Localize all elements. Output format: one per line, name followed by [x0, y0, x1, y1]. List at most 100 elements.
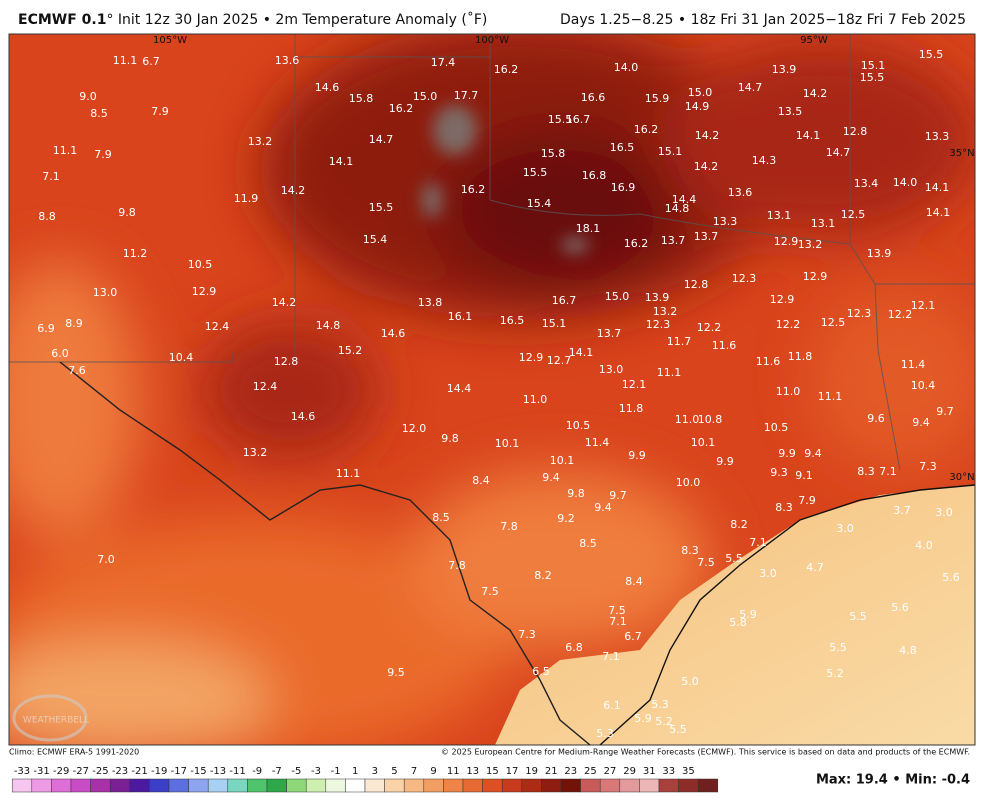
anomaly-value: 13.9: [867, 247, 892, 260]
colorbar-tick-label: 27: [604, 766, 617, 777]
colorbar-tick-label: 5: [391, 766, 397, 777]
masked-terrain: [422, 105, 589, 253]
anomaly-value: 14.9: [685, 100, 710, 113]
colorbar-swatch: [325, 778, 346, 793]
grid-label: 105°W: [153, 35, 187, 46]
anomaly-value: 17.4: [431, 56, 456, 69]
anomaly-value: 15.4: [527, 197, 552, 210]
anomaly-value: 6.5: [532, 665, 550, 678]
anomaly-value: 7.5: [608, 604, 626, 617]
colorbar-swatch: [619, 778, 640, 793]
colorbar-swatch: [305, 778, 327, 793]
anomaly-value: 12.8: [684, 278, 709, 291]
copyright: © 2025 European Centre for Medium-Range …: [441, 748, 970, 757]
colorbar-tick-label: 1: [352, 766, 358, 777]
colorbar-tick-label: -5: [291, 766, 301, 777]
anomaly-value: 14.2: [694, 160, 719, 173]
anomaly-value: 10.4: [169, 351, 194, 364]
anomaly-value: 15.9: [645, 92, 670, 105]
anomaly-value: 8.5: [432, 511, 450, 524]
valid-period: Days 1.25−8.25 • 18z Fri 31 Jan 2025−18z…: [560, 12, 966, 28]
anomaly-value: 11.1: [657, 366, 682, 379]
anomaly-value: 16.8: [582, 169, 607, 182]
colorbar-tick-label: -27: [73, 766, 89, 777]
anomaly-value: 9.4: [594, 501, 612, 514]
map-frame: [8, 33, 976, 746]
colorbar-swatch: [482, 778, 503, 793]
anomaly-value: 12.5: [821, 316, 846, 329]
anomaly-value: 14.6: [381, 327, 406, 340]
colorbar-tick-label: 23: [564, 766, 577, 777]
anomaly-value: 13.2: [248, 135, 273, 148]
anomaly-value: 6.0: [51, 347, 69, 360]
anomaly-value: 15.2: [338, 344, 363, 357]
anomaly-value: 16.2: [624, 237, 649, 250]
colorbar-tick-label: -3: [311, 766, 321, 777]
colorbar-swatch: [462, 778, 483, 793]
anomaly-value: 15.8: [349, 92, 374, 105]
anomaly-value: 9.9: [778, 447, 796, 460]
anomaly-value: 3.0: [759, 567, 777, 580]
anomaly-value: 5.9: [739, 608, 757, 621]
anomaly-value: 14.8: [665, 202, 690, 215]
anomaly-value: 13.9: [772, 63, 797, 76]
anomaly-value: 14.4: [447, 382, 472, 395]
anomaly-value: 7.9: [151, 105, 169, 118]
anomaly-value: 7.9: [798, 494, 816, 507]
anomaly-value: 9.9: [628, 449, 646, 462]
colorbar-tick-label: 29: [623, 766, 636, 777]
colorbar-swatch: [560, 778, 581, 793]
anomaly-value: 7.3: [518, 628, 536, 641]
anomaly-value: 5.6: [942, 571, 960, 584]
colorbar-tick-label: 31: [643, 766, 656, 777]
anomaly-value: 9.6: [867, 412, 885, 425]
anomaly-value: 13.4: [854, 177, 879, 190]
anomaly-value: 13.1: [767, 209, 792, 222]
anomaly-value: 4.7: [806, 561, 824, 574]
anomaly-value: 16.7: [552, 294, 577, 307]
anomaly-value: 14.2: [695, 129, 720, 142]
map: 11.1 6.7 13.6 17.416.2 14.0 13.914.715.115.51…: [9, 34, 975, 745]
anomaly-value: 14.1: [569, 346, 594, 359]
grid-label: 35°N: [949, 148, 974, 159]
anomaly-value: 10.5: [764, 421, 789, 434]
anomaly-value: 11.9: [234, 192, 259, 205]
colorbar-tick-label: 35: [682, 766, 695, 777]
anomaly-value: 8.3: [681, 544, 699, 557]
anomaly-value: 7.1: [749, 536, 767, 549]
colorbar-tick-label: 25: [584, 766, 597, 777]
anomaly-value: 9.4: [542, 471, 560, 484]
anomaly-value: 14.2: [272, 296, 297, 309]
anomaly-value: 12.4: [205, 320, 230, 333]
colorbar-swatch: [70, 778, 91, 793]
anomaly-value: 13.2: [653, 305, 678, 318]
anomaly-value: 3.0: [935, 506, 953, 519]
anomaly-value: 14.6: [291, 410, 316, 423]
anomaly-value: 11.2: [123, 247, 148, 260]
anomaly-value: 16.2: [494, 63, 519, 76]
anomaly-value: 3.7: [893, 504, 911, 517]
anomaly-value: 14.0: [893, 176, 918, 189]
anomaly-value: 10.4: [911, 379, 936, 392]
anomaly-value: 17.7: [454, 89, 479, 102]
anomaly-value: 9.5: [387, 666, 405, 679]
anomaly-value: 10.1: [691, 436, 716, 449]
coastline: [599, 484, 975, 745]
anomaly-value: 8.2: [730, 518, 748, 531]
max-min: Max: 19.4 • Min: -0.4: [816, 773, 970, 788]
grid-label: 30°N: [949, 472, 974, 483]
colorbar-swatch: [443, 778, 464, 793]
anomaly-value: 14.7: [369, 133, 394, 146]
anomaly-value: 11.1: [113, 54, 138, 67]
anomaly-value: 13.5: [778, 105, 803, 118]
anomaly-value: 6.8: [565, 641, 583, 654]
anomaly-value: 8.3: [857, 465, 875, 478]
anomaly-value: 10.0: [676, 476, 701, 489]
colorbar-swatch: [521, 778, 542, 793]
anomaly-value: 12.0: [402, 422, 427, 435]
anomaly-value: 13.0: [93, 286, 118, 299]
anomaly-value: 4.0: [915, 539, 933, 552]
anomaly-value: 8.8: [38, 210, 56, 223]
anomaly-value: 14.2: [281, 184, 306, 197]
